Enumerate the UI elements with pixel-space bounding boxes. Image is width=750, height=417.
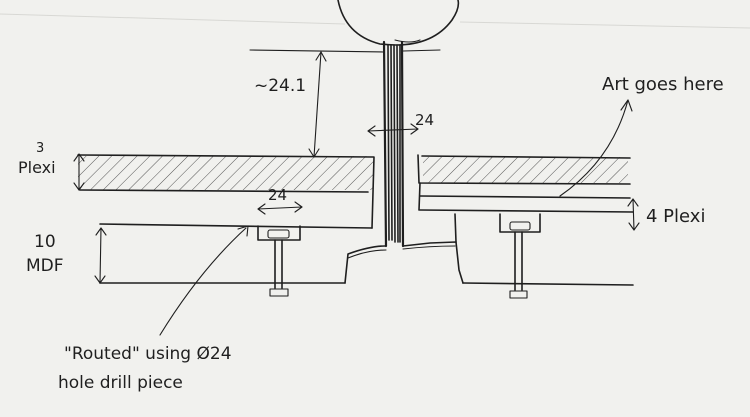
mdf-thickness-arrow (94, 227, 107, 284)
counterbore-width-arrow (257, 201, 303, 215)
shaft-width-label: 24 (415, 111, 434, 129)
art-note: Art goes here (602, 74, 724, 95)
paper-top-edge (0, 13, 750, 29)
routed-pointer-arrow (159, 225, 249, 336)
counterbore-width-label: 24 (268, 186, 287, 204)
left-mdf-layer (99, 223, 373, 284)
clearance-label: ~24.1 (254, 76, 306, 96)
clearance-dimension-arrow (308, 51, 327, 158)
plexi-thickness-number: 3 (36, 141, 44, 156)
mdf-label: MDF (26, 256, 64, 276)
plexi-thickness-arrow (73, 153, 85, 191)
center-mdf-pocket (344, 241, 464, 284)
shaft (382, 40, 405, 248)
right-mdf-layer (419, 209, 634, 286)
left-counterbore-bolt (257, 225, 301, 297)
right-plexi-thickness-arrow (627, 198, 640, 231)
mdf-thickness-number: 10 (34, 232, 56, 252)
shaft-width-arrow (367, 123, 419, 137)
right-plexi-layer (417, 154, 631, 211)
right-plexi-label: 4 Plexi (646, 206, 705, 227)
knob-sphere (337, 0, 460, 46)
routed-note-line2: hole drill piece (58, 373, 183, 393)
art-pointer-arrow (559, 99, 633, 197)
top-reference-line (249, 49, 441, 53)
right-counterbore-bolt (499, 213, 541, 299)
routed-note-line1: "Routed" using Ø24 (64, 344, 232, 364)
left-plexi-layer (77, 154, 375, 229)
plexi-thickness-label: Plexi (18, 158, 56, 177)
